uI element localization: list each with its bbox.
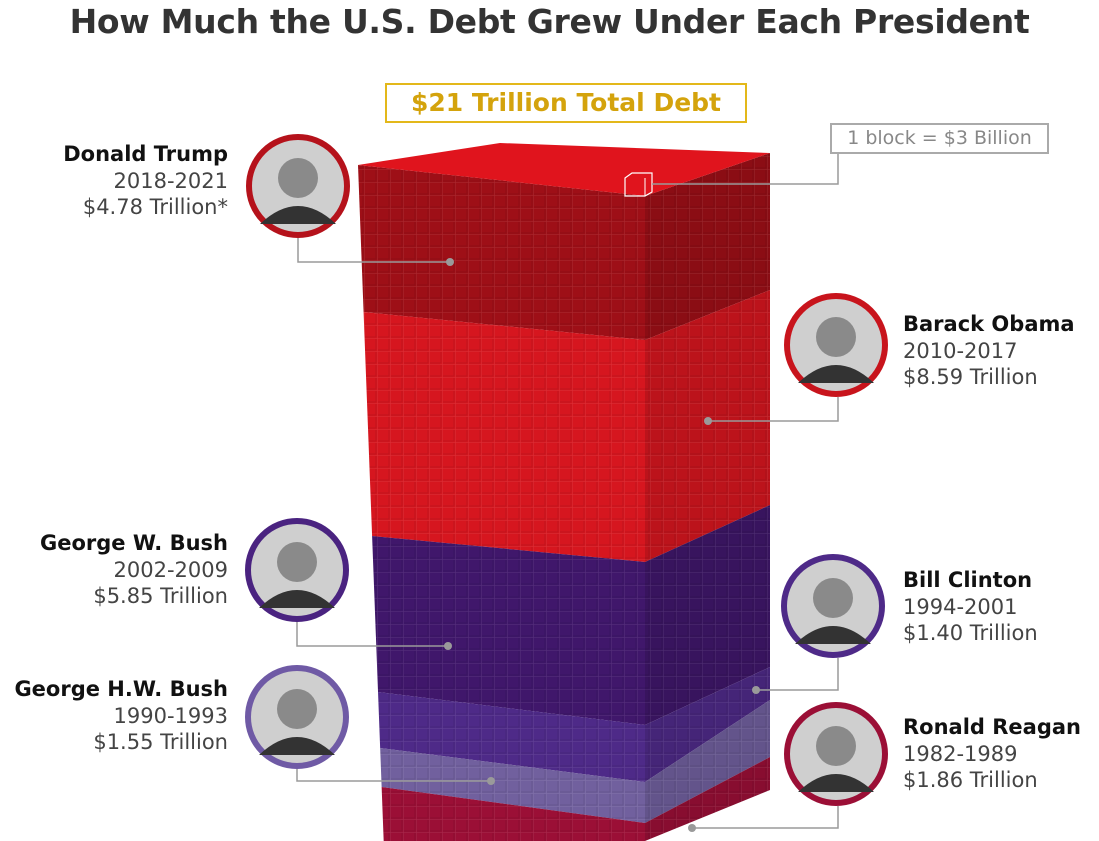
leader-dot-trump <box>446 258 454 266</box>
president-years: 2018-2021 <box>113 168 228 193</box>
portrait-shoulders-icon <box>798 365 874 383</box>
portrait-head-icon <box>816 726 856 766</box>
president-name: George H.W. Bush <box>14 677 228 701</box>
layer-side-grid-trump <box>645 153 770 340</box>
leader-line-reagan <box>692 806 839 829</box>
president-years: 1982-1989 <box>903 741 1018 766</box>
sample-block-icon <box>624 172 653 197</box>
portrait-shoulders-icon <box>795 626 871 644</box>
president-name: Ronald Reagan <box>903 715 1081 739</box>
portrait-shoulders-icon <box>260 206 336 224</box>
president-debt: $1.86 Trillion <box>903 768 1038 792</box>
president-label-trump: Donald Trump 2018-2021 $4.78 Trillion* <box>63 141 228 221</box>
portrait-head-icon <box>277 542 317 582</box>
president-years: 2002-2009 <box>113 557 228 582</box>
leader-line-clinton <box>756 658 839 691</box>
president-name: Barack Obama <box>903 312 1075 336</box>
president-label-obama: Barack Obama 2010-2017 $8.59 Trillion <box>903 311 1075 391</box>
leader-line-obama <box>708 397 839 422</box>
president-label-gwbush: George W. Bush 2002-2009 $5.85 Trillion <box>40 530 228 610</box>
leader-dot-hwbush <box>487 777 495 785</box>
layer-front-grid-obama <box>363 312 645 562</box>
president-debt: $5.85 Trillion <box>93 584 228 608</box>
total-debt-label: $21 Trillion Total Debt <box>385 83 747 123</box>
portrait-head-icon <box>278 158 318 198</box>
president-label-clinton: Bill Clinton 1994-2001 $1.40 Trillion <box>903 567 1038 647</box>
leader-dot-reagan <box>688 824 696 832</box>
portrait-shoulders-icon <box>259 590 335 608</box>
president-debt: $1.40 Trillion <box>903 621 1038 645</box>
portrait-shoulders-icon <box>798 774 874 792</box>
portrait-shoulders-icon <box>259 737 335 755</box>
leader-line-hwbush <box>296 769 491 782</box>
layer-front-grid-clinton <box>378 692 645 782</box>
block-scale-legend: 1 block = $3 Billion <box>830 123 1049 154</box>
president-label-hwbush: George H.W. Bush 1990-1993 $1.55 Trillio… <box>14 676 228 756</box>
legend-leader-line <box>652 152 839 185</box>
layer-front-grid-hwbush <box>380 748 645 823</box>
president-name: Bill Clinton <box>903 568 1033 592</box>
layer-side-grid-obama <box>645 290 770 562</box>
president-years: 1994-2001 <box>903 594 1018 619</box>
president-name: Donald Trump <box>63 142 228 166</box>
president-label-reagan: Ronald Reagan 1982-1989 $1.86 Trillion <box>903 714 1081 794</box>
president-debt: $8.59 Trillion <box>903 365 1038 389</box>
layer-front-grid-reagan <box>381 787 645 841</box>
leader-dot-clinton <box>752 686 760 694</box>
president-years: 1990-1993 <box>113 703 228 728</box>
president-debt: $1.55 Trillion <box>93 730 228 754</box>
leader-line-gwbush <box>296 622 448 647</box>
layer-side-grid-clinton <box>645 667 770 782</box>
portrait-head-icon <box>277 689 317 729</box>
portrait-head-icon <box>813 578 853 618</box>
leader-dot-obama <box>704 417 712 425</box>
leader-dot-gwbush <box>444 642 452 650</box>
layer-front-grid-gwbush <box>372 536 645 725</box>
layer-side-grid-hwbush <box>645 700 770 823</box>
president-years: 2010-2017 <box>903 338 1018 363</box>
leader-line-trump <box>297 238 450 263</box>
column-top-face <box>358 143 770 196</box>
president-debt: $4.78 Trillion* <box>82 195 228 219</box>
layer-front-grid-trump <box>358 165 645 340</box>
president-name: George W. Bush <box>40 531 228 555</box>
portrait-head-icon <box>816 317 856 357</box>
layer-side-grid-reagan <box>645 757 770 841</box>
layer-side-grid-gwbush <box>645 505 770 725</box>
chart-title: How Much the U.S. Debt Grew Under Each P… <box>69 2 1030 41</box>
